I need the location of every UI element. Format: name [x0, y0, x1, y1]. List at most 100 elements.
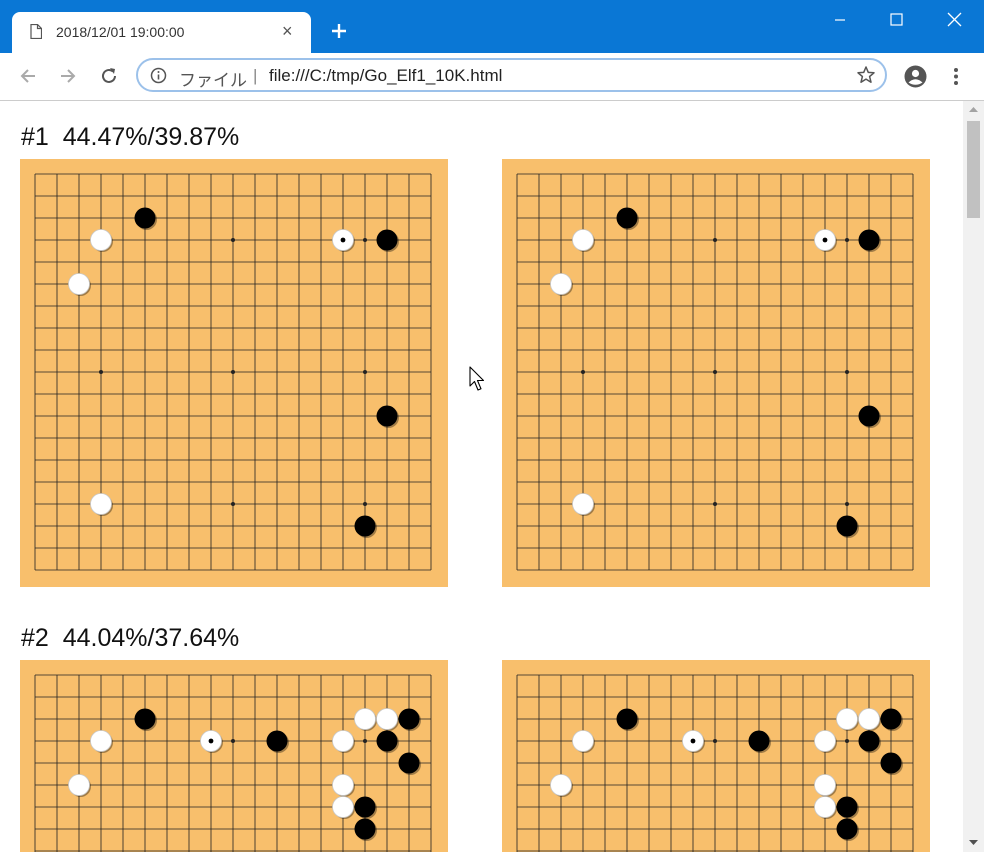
white-stone [550, 273, 572, 295]
title-bar: 2018/12/01 19:00:00 × [0, 0, 984, 53]
profile-icon[interactable] [904, 65, 927, 88]
black-stone [398, 708, 420, 730]
tab-title: 2018/12/01 19:00:00 [56, 24, 185, 40]
star-point [363, 370, 367, 374]
address-separator: | [253, 66, 258, 85]
go-board-grid [34, 674, 432, 852]
minimize-icon[interactable] [816, 0, 864, 40]
white-stone [90, 493, 112, 515]
scroll-up-arrow-icon[interactable] [968, 105, 979, 114]
white-stone [858, 708, 880, 730]
position-number: #1 [21, 123, 49, 151]
back-arrow-icon[interactable] [17, 65, 39, 87]
star-point [713, 238, 717, 242]
star-point [581, 370, 585, 374]
plus-icon[interactable] [328, 20, 350, 42]
star-point [231, 739, 235, 743]
black-stone [354, 796, 376, 818]
star-point [99, 370, 103, 374]
white-stone [814, 774, 836, 796]
star-point [845, 238, 849, 242]
black-stone [836, 796, 858, 818]
scroll-thumb[interactable] [967, 121, 980, 218]
go-board [20, 660, 448, 852]
black-stone [836, 515, 858, 537]
info-icon[interactable] [150, 67, 167, 84]
position-heading: #1 44.47%/39.87% [21, 123, 239, 152]
black-stone [376, 730, 398, 752]
star-point [363, 238, 367, 242]
black-stone [836, 818, 858, 840]
go-board-grid [516, 674, 914, 852]
forward-arrow-icon[interactable] [57, 65, 79, 87]
scheme-label: ファイル [179, 71, 247, 90]
star-point [713, 739, 717, 743]
black-stone [266, 730, 288, 752]
white-stone [332, 774, 354, 796]
win-rates: 44.47%/39.87% [62, 123, 240, 151]
black-stone [880, 752, 902, 774]
star-point [845, 370, 849, 374]
black-stone [354, 515, 376, 537]
close-icon[interactable]: × [282, 21, 293, 41]
white-stone [332, 796, 354, 818]
black-stone [134, 207, 156, 229]
url-text[interactable]: file:///C:/tmp/Go_Elf1_10K.html [269, 66, 503, 85]
mouse-cursor-icon [469, 366, 485, 391]
reload-icon[interactable] [98, 65, 120, 87]
scroll-down-arrow-icon[interactable] [968, 838, 979, 847]
last-move-marker [340, 237, 346, 243]
last-move-marker [208, 738, 214, 744]
star-point [231, 238, 235, 242]
black-stone [616, 207, 638, 229]
go-board-grid [34, 173, 432, 571]
star-point [231, 370, 235, 374]
position-number: #2 [21, 624, 49, 652]
maximize-icon[interactable] [872, 0, 920, 40]
star-point [845, 739, 849, 743]
browser-tab[interactable]: 2018/12/01 19:00:00 × [12, 12, 311, 53]
page-icon [30, 24, 42, 39]
browser-toolbar: ファイル | file:///C:/tmp/Go_Elf1_10K.html [0, 53, 984, 101]
white-stone [376, 708, 398, 730]
white-stone [354, 708, 376, 730]
vertical-scrollbar[interactable] [963, 101, 984, 852]
black-stone [376, 405, 398, 427]
star-icon[interactable] [856, 65, 876, 85]
black-stone [748, 730, 770, 752]
black-stone [880, 708, 902, 730]
white-stone [332, 730, 354, 752]
black-stone [616, 708, 638, 730]
star-point [231, 502, 235, 506]
white-stone [572, 493, 594, 515]
page-content: #1 44.47%/39.87% #2 44.04%/37.64% [0, 101, 963, 852]
white-stone [814, 796, 836, 818]
go-board [20, 159, 448, 587]
star-point [363, 502, 367, 506]
black-stone [858, 229, 880, 251]
white-stone [814, 730, 836, 752]
white-stone [90, 229, 112, 251]
address-bar[interactable]: ファイル | file:///C:/tmp/Go_Elf1_10K.html [136, 58, 887, 92]
black-stone [354, 818, 376, 840]
close-window-icon[interactable] [930, 0, 978, 40]
white-stone [550, 774, 572, 796]
last-move-marker [690, 738, 696, 744]
last-move-marker [822, 237, 828, 243]
menu-dots-icon[interactable] [946, 65, 966, 88]
white-stone [68, 774, 90, 796]
white-stone [68, 273, 90, 295]
black-stone [858, 405, 880, 427]
white-stone [572, 730, 594, 752]
go-board [502, 159, 930, 587]
white-stone [90, 730, 112, 752]
black-stone [134, 708, 156, 730]
black-stone [376, 229, 398, 251]
star-point [845, 502, 849, 506]
black-stone [858, 730, 880, 752]
win-rates: 44.04%/37.64% [62, 624, 240, 652]
go-board-grid [516, 173, 914, 571]
white-stone [836, 708, 858, 730]
star-point [713, 370, 717, 374]
go-board [502, 660, 930, 852]
